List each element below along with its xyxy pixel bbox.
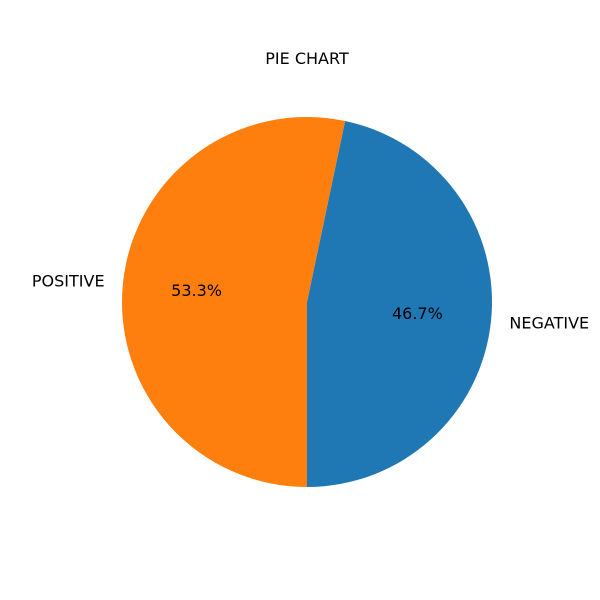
- pie-labels: 46.7% NEGATIVE 53.3% POSITIVE: [32, 271, 589, 332]
- pie-slices: [121, 116, 492, 488]
- pie-label-positive: POSITIVE: [32, 271, 105, 290]
- chart-title: PIE CHART: [265, 49, 349, 68]
- pie-label-negative: NEGATIVE: [509, 314, 589, 333]
- pie-slice-negative: [307, 120, 492, 488]
- pie-percent-negative: 46.7%: [392, 304, 443, 323]
- pie-slice-positive: [121, 116, 346, 487]
- pie-percent-positive: 53.3%: [171, 281, 222, 300]
